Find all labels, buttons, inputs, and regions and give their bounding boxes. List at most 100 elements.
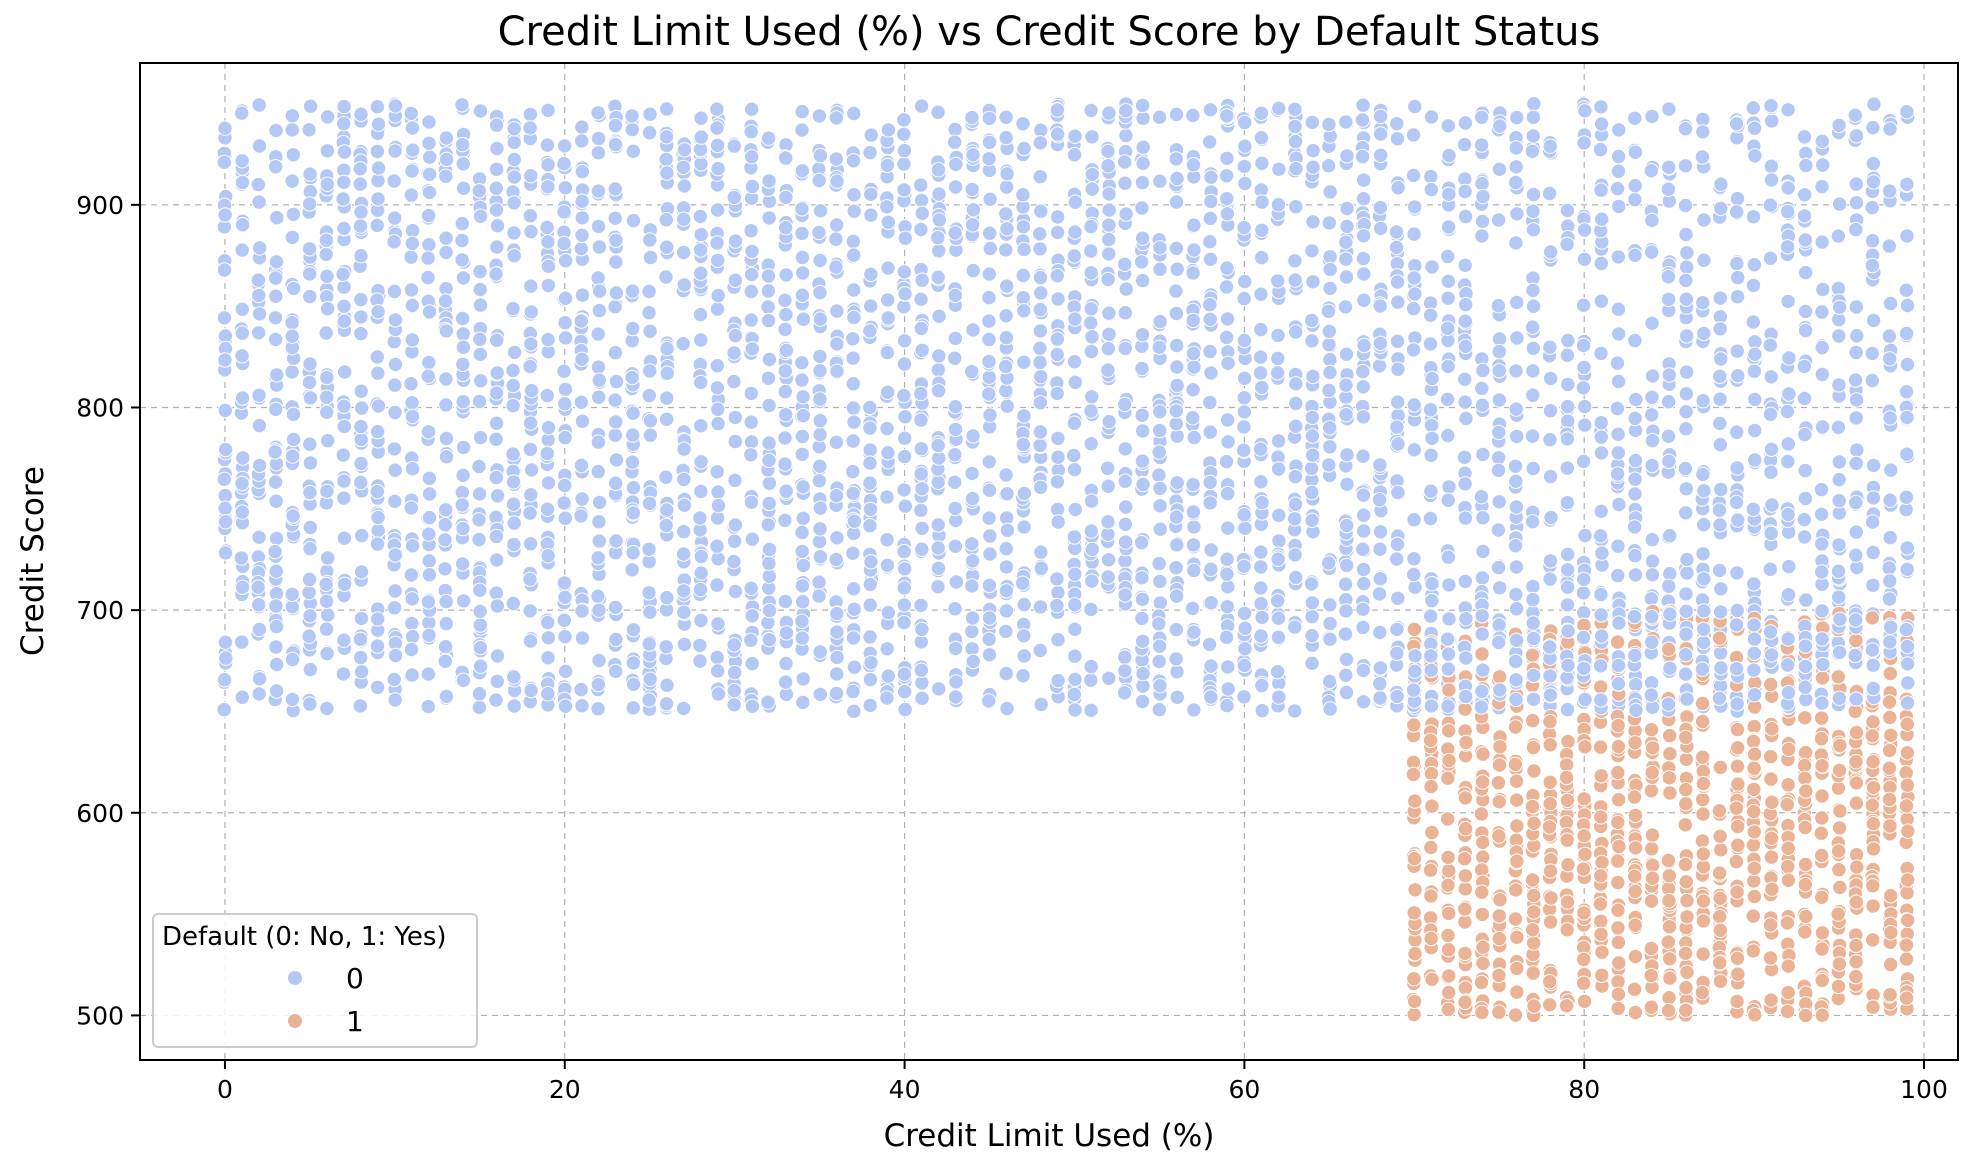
series-0-point: [387, 442, 401, 456]
series-0-point: [1865, 234, 1879, 248]
series-0-point: [1323, 281, 1337, 295]
series-0-point: [1628, 487, 1642, 501]
series-0-point: [472, 700, 486, 714]
series-0-point: [813, 687, 827, 701]
series-0-point: [898, 431, 912, 445]
series-1-point: [1814, 711, 1828, 725]
series-0-point: [1306, 160, 1320, 174]
series-0-point: [948, 448, 962, 462]
series-1-point: [1527, 905, 1541, 919]
series-0-point: [1117, 686, 1131, 700]
series-0-point: [1424, 182, 1438, 196]
series-0-point: [1425, 371, 1439, 385]
series-0-point: [1407, 567, 1421, 581]
series-0-point: [694, 566, 708, 580]
series-0-point: [302, 585, 316, 599]
series-0-point: [1050, 127, 1064, 141]
series-1-point: [1899, 938, 1913, 952]
series-1-point: [1644, 968, 1658, 982]
series-0-point: [745, 342, 759, 356]
series-1-point: [1560, 895, 1574, 909]
series-0-point: [388, 405, 402, 419]
series-0-point: [422, 510, 436, 524]
series-0-point: [422, 554, 436, 568]
series-0-point: [1680, 692, 1694, 706]
series-0-point: [1033, 302, 1047, 316]
series-0-point: [1187, 430, 1201, 444]
series-0-point: [897, 598, 911, 612]
series-0-point: [1271, 630, 1285, 644]
series-0-point: [1067, 148, 1081, 162]
series-0-point: [1356, 488, 1370, 502]
series-0-point: [1509, 692, 1523, 706]
series-0-point: [710, 203, 724, 217]
series-0-point: [1373, 542, 1387, 556]
series-0-point: [915, 542, 929, 556]
series-0-point: [473, 298, 487, 312]
series-0-point: [489, 181, 503, 195]
series-0-point: [813, 148, 827, 162]
series-0-point: [302, 197, 316, 211]
series-0-point: [1815, 632, 1829, 646]
series-1-point: [1884, 728, 1898, 742]
series-1-point: [1559, 770, 1573, 784]
series-0-point: [1084, 437, 1098, 451]
series-0-point: [575, 288, 589, 302]
series-0-point: [1458, 184, 1472, 198]
series-0-point: [1050, 475, 1064, 489]
series-1-point: [1493, 893, 1507, 907]
series-0-point: [1238, 521, 1252, 535]
series-0-point: [1680, 566, 1694, 580]
series-0-point: [1764, 465, 1778, 479]
series-0-point: [1645, 408, 1659, 422]
series-0-point: [829, 232, 843, 246]
series-0-point: [1033, 341, 1047, 355]
series-0-point: [1441, 647, 1455, 661]
series-1-point: [1729, 854, 1743, 868]
series-0-point: [1033, 270, 1047, 284]
series-0-point: [1510, 207, 1524, 221]
series-1-point: [1695, 696, 1709, 710]
series-0-point: [1170, 476, 1184, 490]
series-1-point: [1474, 975, 1488, 989]
series-0-point: [914, 503, 928, 517]
series-0-point: [948, 135, 962, 149]
series-0-point: [1491, 213, 1505, 227]
series-0-point: [1338, 577, 1352, 591]
series-0-point: [1306, 369, 1320, 383]
series-0-point: [1237, 658, 1251, 672]
series-1-point: [1595, 855, 1609, 869]
series-0-point: [439, 398, 453, 412]
series-0-point: [303, 167, 317, 181]
series-0-point: [1068, 225, 1082, 239]
series-0-point: [1849, 692, 1863, 706]
series-0-point: [575, 631, 589, 645]
series-0-point: [1169, 561, 1183, 575]
series-0-point: [1340, 219, 1354, 233]
series-0-point: [1306, 215, 1320, 229]
series-0-point: [591, 327, 605, 341]
series-0-point: [1289, 419, 1303, 433]
series-0-point: [1254, 322, 1268, 336]
series-0-point: [694, 484, 708, 498]
series-0-point: [1322, 458, 1336, 472]
series-0-point: [1221, 660, 1235, 674]
series-0-point: [1203, 344, 1217, 358]
series-0-point: [965, 466, 979, 480]
series-0-point: [1152, 702, 1166, 716]
series-1-point: [1764, 850, 1778, 864]
series-0-point: [387, 672, 401, 686]
series-1-point: [1424, 889, 1438, 903]
series-0-point: [1339, 408, 1353, 422]
series-1-point: [1424, 840, 1438, 854]
series-0-point: [1340, 558, 1354, 572]
series-0-point: [1322, 117, 1336, 131]
series-0-point: [1645, 213, 1659, 227]
series-0-point: [507, 122, 521, 136]
series-0-point: [218, 501, 232, 515]
series-0-point: [252, 388, 266, 402]
series-0-point: [642, 306, 656, 320]
series-0-point: [235, 476, 249, 490]
series-0-point: [1153, 314, 1167, 328]
